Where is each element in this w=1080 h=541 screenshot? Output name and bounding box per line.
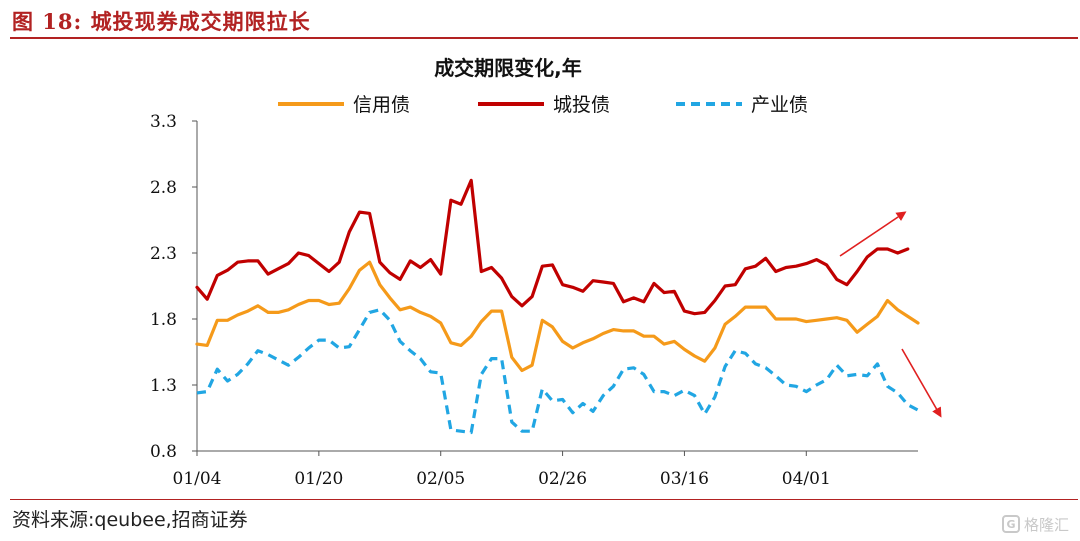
y-tick-label: 1.3: [150, 376, 177, 396]
watermark: G 格隆汇: [1002, 512, 1069, 536]
chart-legend: 信用债 城投债 产业债: [278, 94, 808, 116]
x-tick-label: 01/04: [173, 469, 222, 489]
y-tick-label: 3.3: [150, 112, 177, 132]
chart-title: 成交期限变化,年: [434, 56, 582, 80]
trend-arrow-down: [901, 348, 942, 418]
trend-arrow-up: [839, 211, 907, 257]
y-tick-label: 2.8: [150, 178, 177, 198]
legend-label-chengtou: 城投债: [553, 94, 610, 116]
chart-annotations: [839, 211, 942, 418]
series-line-industrial: [196, 308, 919, 435]
x-tick-label: 02/05: [416, 469, 465, 489]
figure-header: 图 18: 城投现券成交期限拉长: [0, 0, 1080, 39]
source-note: 资料来源:qeubee,招商证券: [12, 509, 248, 531]
y-tick-label: 1.8: [150, 310, 177, 330]
x-tick-label: 04/01: [782, 469, 831, 489]
y-tick-label: 2.3: [150, 244, 177, 264]
x-tick-label: 01/20: [294, 469, 343, 489]
chart-axes: 0.8 1.3 1.8 2.3 2.8 3.3 01/04 01/20 02/05 02/26 03…: [150, 112, 918, 489]
y-tick-label: 0.8: [150, 442, 177, 462]
series-line-chengtou: [195, 178, 910, 316]
legend-label-credit: 信用债: [353, 94, 410, 116]
series-line-credit: [195, 260, 920, 373]
legend-label-industrial: 产业债: [751, 94, 808, 116]
footer-rule: [10, 499, 1078, 500]
x-tick-label: 02/26: [538, 469, 587, 489]
figure-title: 图 18: 城投现券成交期限拉长: [12, 9, 311, 34]
x-tick-label: 03/16: [660, 469, 709, 489]
watermark-logo-icon: G: [1002, 515, 1020, 533]
header-rule: [10, 37, 1078, 39]
watermark-text: 格隆汇: [1024, 515, 1070, 534]
chart-series: [195, 178, 920, 435]
